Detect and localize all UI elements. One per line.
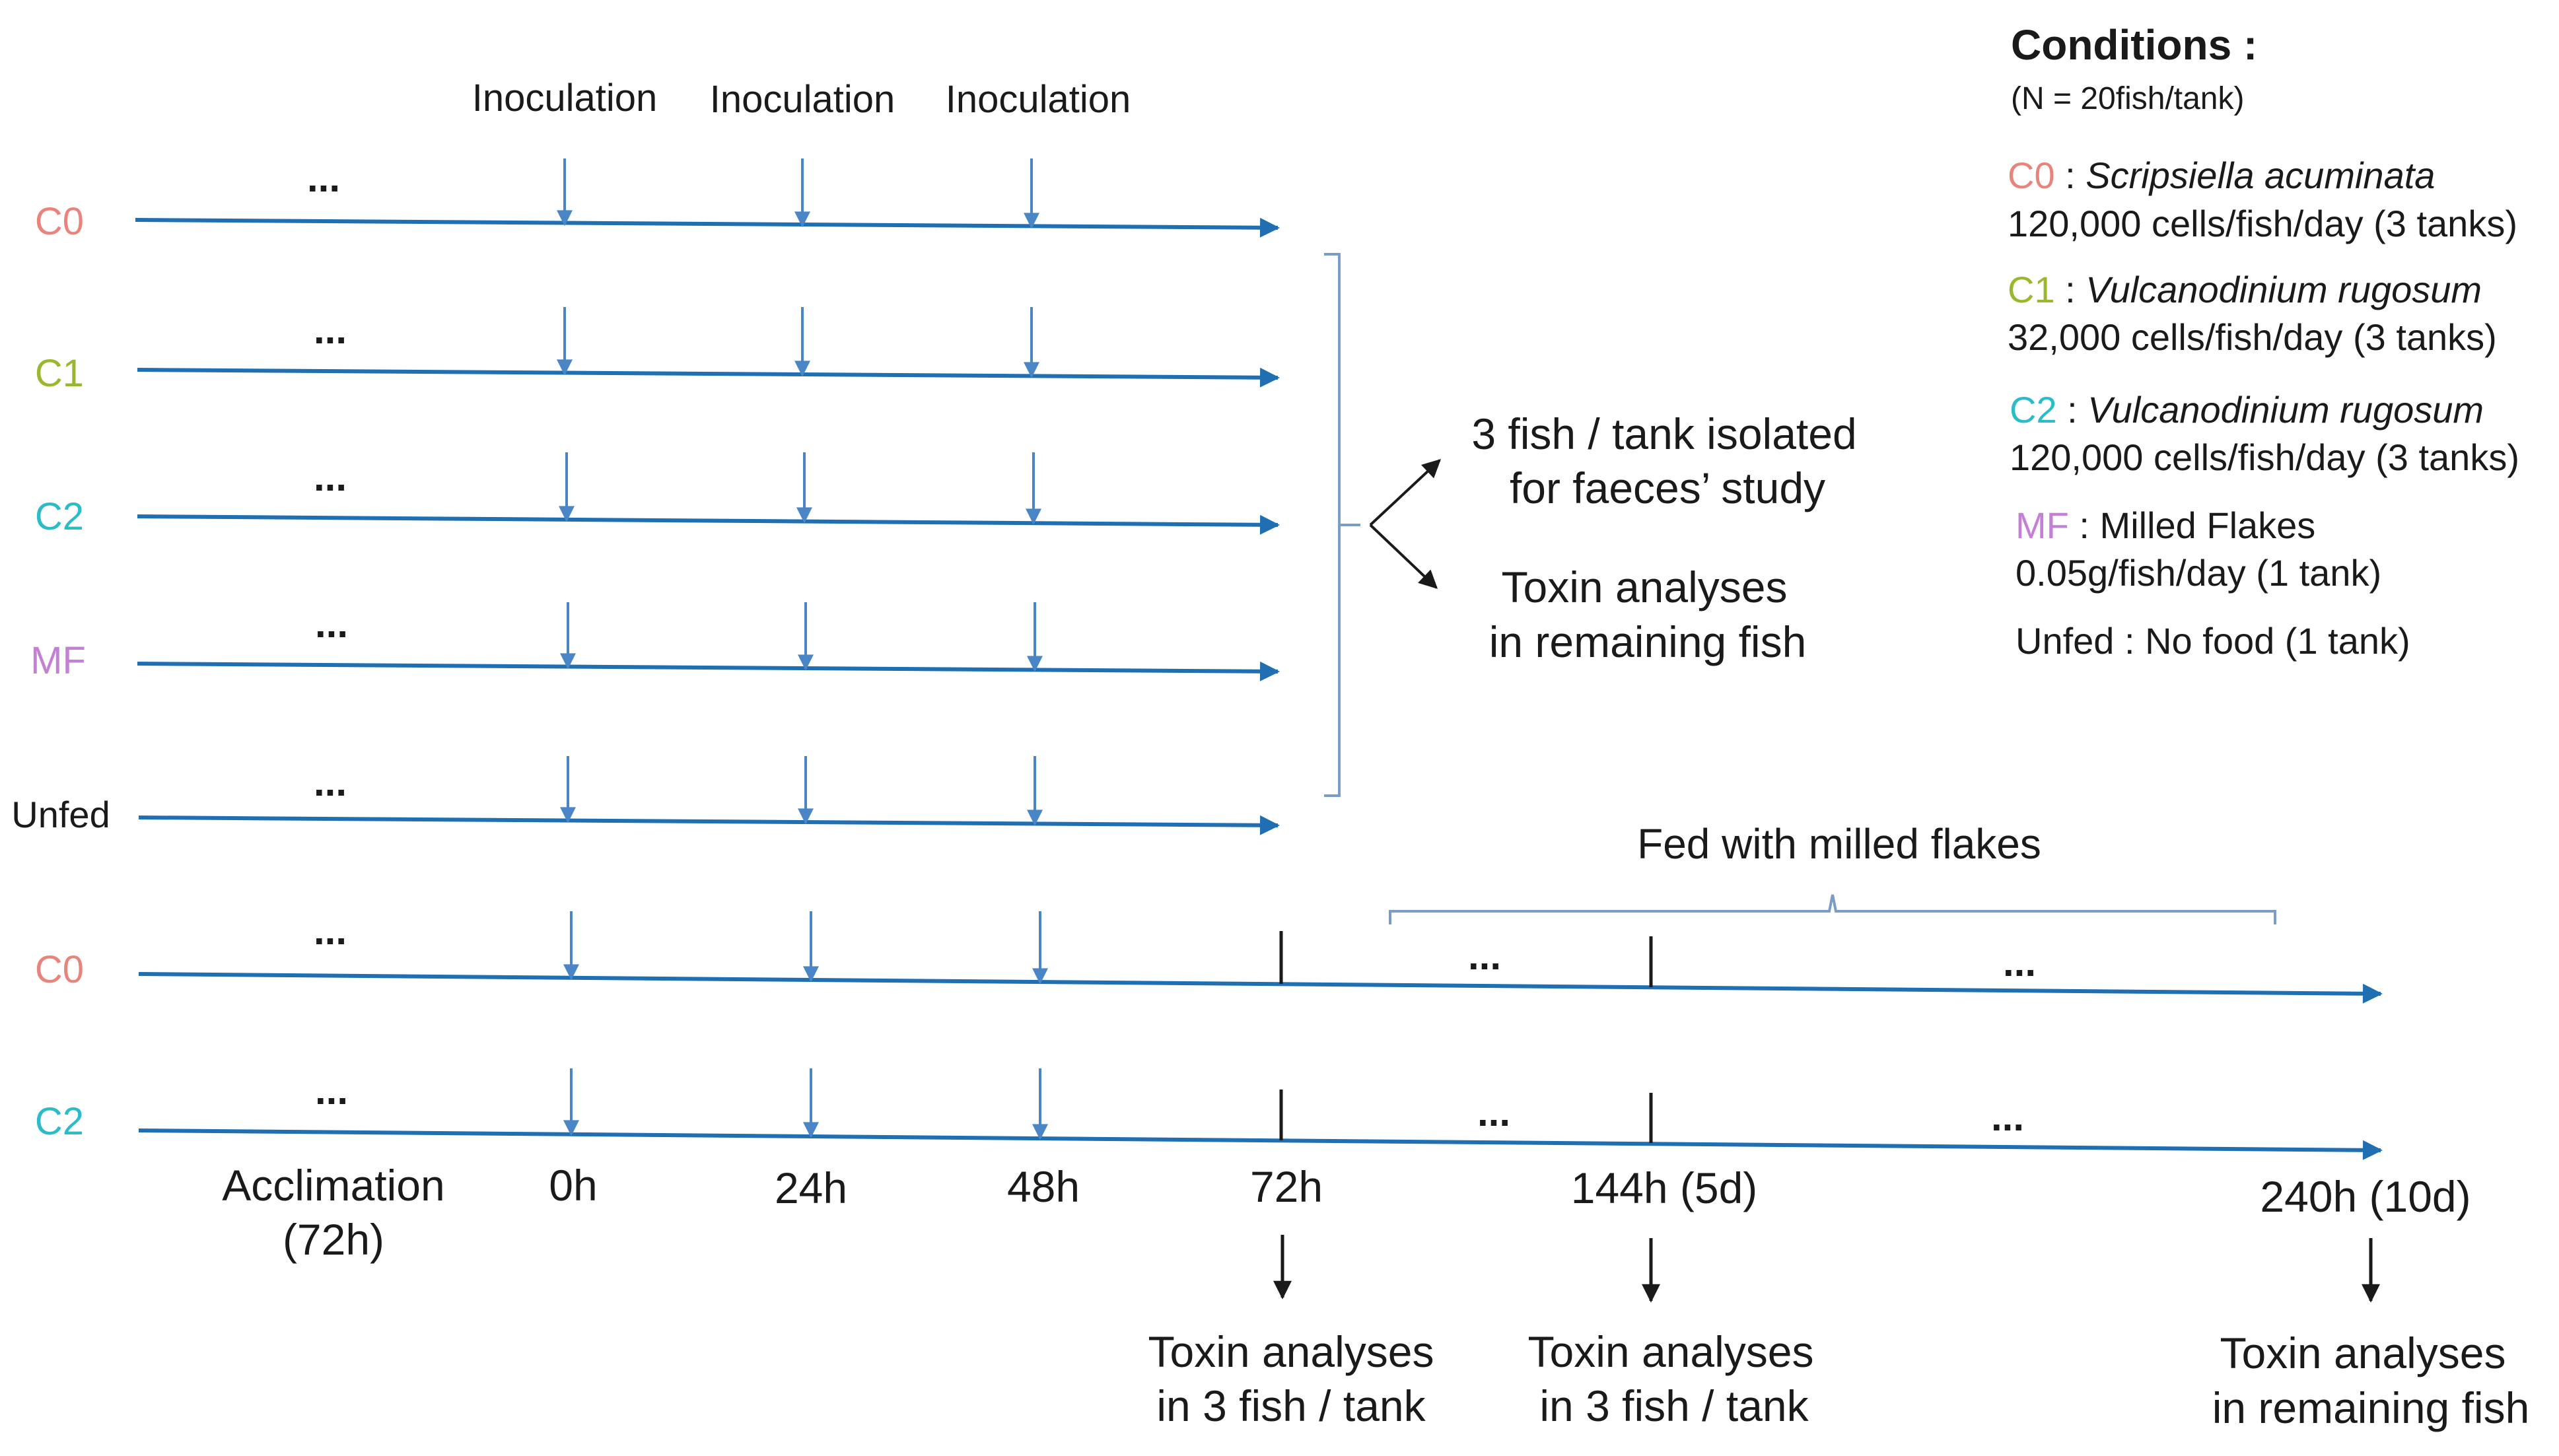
conditions-subtitle: (N = 20fish/tank): [2011, 81, 2244, 116]
sampling-72h-line1: Toxin analyses: [1148, 1327, 1434, 1376]
sampling-240h-line2: in remaining fish: [2212, 1383, 2530, 1432]
time-label-acclimation-duration: (72h): [283, 1215, 384, 1264]
timeline-row-c0-long: [138, 972, 2383, 1004]
row-dots: ...: [314, 455, 347, 499]
time-label-acclimation: Acclimation: [222, 1161, 444, 1210]
row-dots: ...: [1477, 1090, 1510, 1134]
condition-c0-code: C0: [2008, 155, 2055, 196]
condition-mf-code: MF: [2016, 504, 2069, 546]
row-label-c0: C0: [35, 200, 84, 243]
inoculation-label-2: Inoculation: [710, 78, 895, 121]
time-label-72h: 72h: [1250, 1162, 1323, 1211]
time-label-0h: 0h: [549, 1161, 597, 1210]
faeces-study-line1: 3 fish / tank isolated: [1471, 409, 1856, 458]
time-label-48h: 48h: [1007, 1162, 1080, 1211]
condition-mf-dose: 0.05g/fish/day (1 tank): [2016, 552, 2381, 594]
condition-mf: MF : Milled Flakes: [2016, 504, 2315, 546]
timeline-row-c2-long: [138, 1128, 2383, 1160]
sampling-240h-line1: Toxin analyses: [2220, 1329, 2506, 1377]
row-dots: ...: [1468, 934, 1501, 978]
condition-c1-dose: 32,000 cells/fish/day (3 tanks): [2008, 316, 2497, 358]
fed-milled-flakes-label: Fed with milled flakes: [1637, 820, 2041, 868]
row-label-c0-long: C0: [35, 948, 84, 991]
condition-mf-sep: :: [2069, 504, 2100, 546]
condition-c0-sep: :: [2055, 155, 2086, 196]
condition-c0: C0 : Scripsiella acuminata: [2008, 155, 2435, 196]
condition-unfed: Unfed : No food (1 tank): [2016, 620, 2410, 662]
fed-brace: [1389, 894, 2276, 924]
condition-c1-species: Vulcanodinium rugosum: [2086, 269, 2482, 310]
row-dots: ...: [314, 308, 347, 352]
row-dots: ...: [1991, 1095, 2024, 1139]
condition-c0-species: Scripsiella acuminata: [2086, 155, 2435, 196]
condition-mf-name: Milled Flakes: [2100, 504, 2316, 546]
sampling-144h-line2: in 3 fish / tank: [1539, 1381, 1809, 1430]
condition-c2-sep: :: [2057, 389, 2088, 431]
row-label-c2: C2: [35, 495, 84, 538]
condition-c1: C1 : Vulcanodinium rugosum: [2008, 269, 2482, 310]
timeline-row-mf: [137, 661, 1280, 681]
inoculation-label-3: Inoculation: [946, 78, 1131, 121]
condition-c2-species: Vulcanodinium rugosum: [2087, 389, 2484, 431]
timeline-row-unfed: [138, 815, 1280, 835]
row-dots: ...: [314, 760, 347, 804]
row-dots: ...: [315, 602, 348, 646]
row-label-c2-long: C2: [35, 1100, 84, 1143]
timeline-row-c0: [135, 217, 1280, 238]
toxin-remaining-line1: Toxin analyses: [1502, 563, 1788, 611]
branch-arrow-toxin: [1369, 524, 1438, 589]
row-dots: ...: [315, 1068, 348, 1113]
sampling-144h-line1: Toxin analyses: [1528, 1327, 1814, 1376]
inoculation-label-1: Inoculation: [472, 77, 658, 120]
conditions-legend: Conditions : (N = 20fish/tank) C0 : Scri…: [2008, 21, 2519, 662]
time-label-24h: 24h: [775, 1163, 847, 1212]
time-label-144h: 144h (5d): [1571, 1163, 1758, 1212]
toxin-remaining-line2: in remaining fish: [1489, 617, 1807, 666]
row-dots: ...: [314, 909, 347, 953]
condition-c2-code: C2: [2010, 389, 2057, 431]
conditions-title: Conditions :: [2011, 21, 2257, 69]
row-label-mf: MF: [30, 639, 86, 682]
condition-c2-dose: 120,000 cells/fish/day (3 tanks): [2010, 436, 2519, 478]
timeline-row-c2: [137, 514, 1280, 535]
row-dots: ...: [307, 156, 340, 200]
condition-c1-sep: :: [2055, 269, 2086, 310]
row-label-unfed: Unfed: [11, 794, 110, 835]
branch-arrow-faeces: [1369, 459, 1442, 526]
row-dots: ...: [2003, 940, 2036, 985]
condition-c2: C2 : Vulcanodinium rugosum: [2010, 389, 2484, 431]
time-label-240h: 240h (10d): [2260, 1172, 2471, 1221]
sampling-72h-line2: in 3 fish / tank: [1156, 1381, 1426, 1430]
group-bracket: [1324, 253, 1360, 797]
faeces-study-line2: for faeces’ study: [1510, 464, 1825, 512]
condition-c0-dose: 120,000 cells/fish/day (3 tanks): [2008, 203, 2517, 244]
timeline-row-c1: [137, 367, 1280, 388]
condition-c1-code: C1: [2008, 269, 2055, 310]
row-label-c1: C1: [35, 352, 84, 395]
